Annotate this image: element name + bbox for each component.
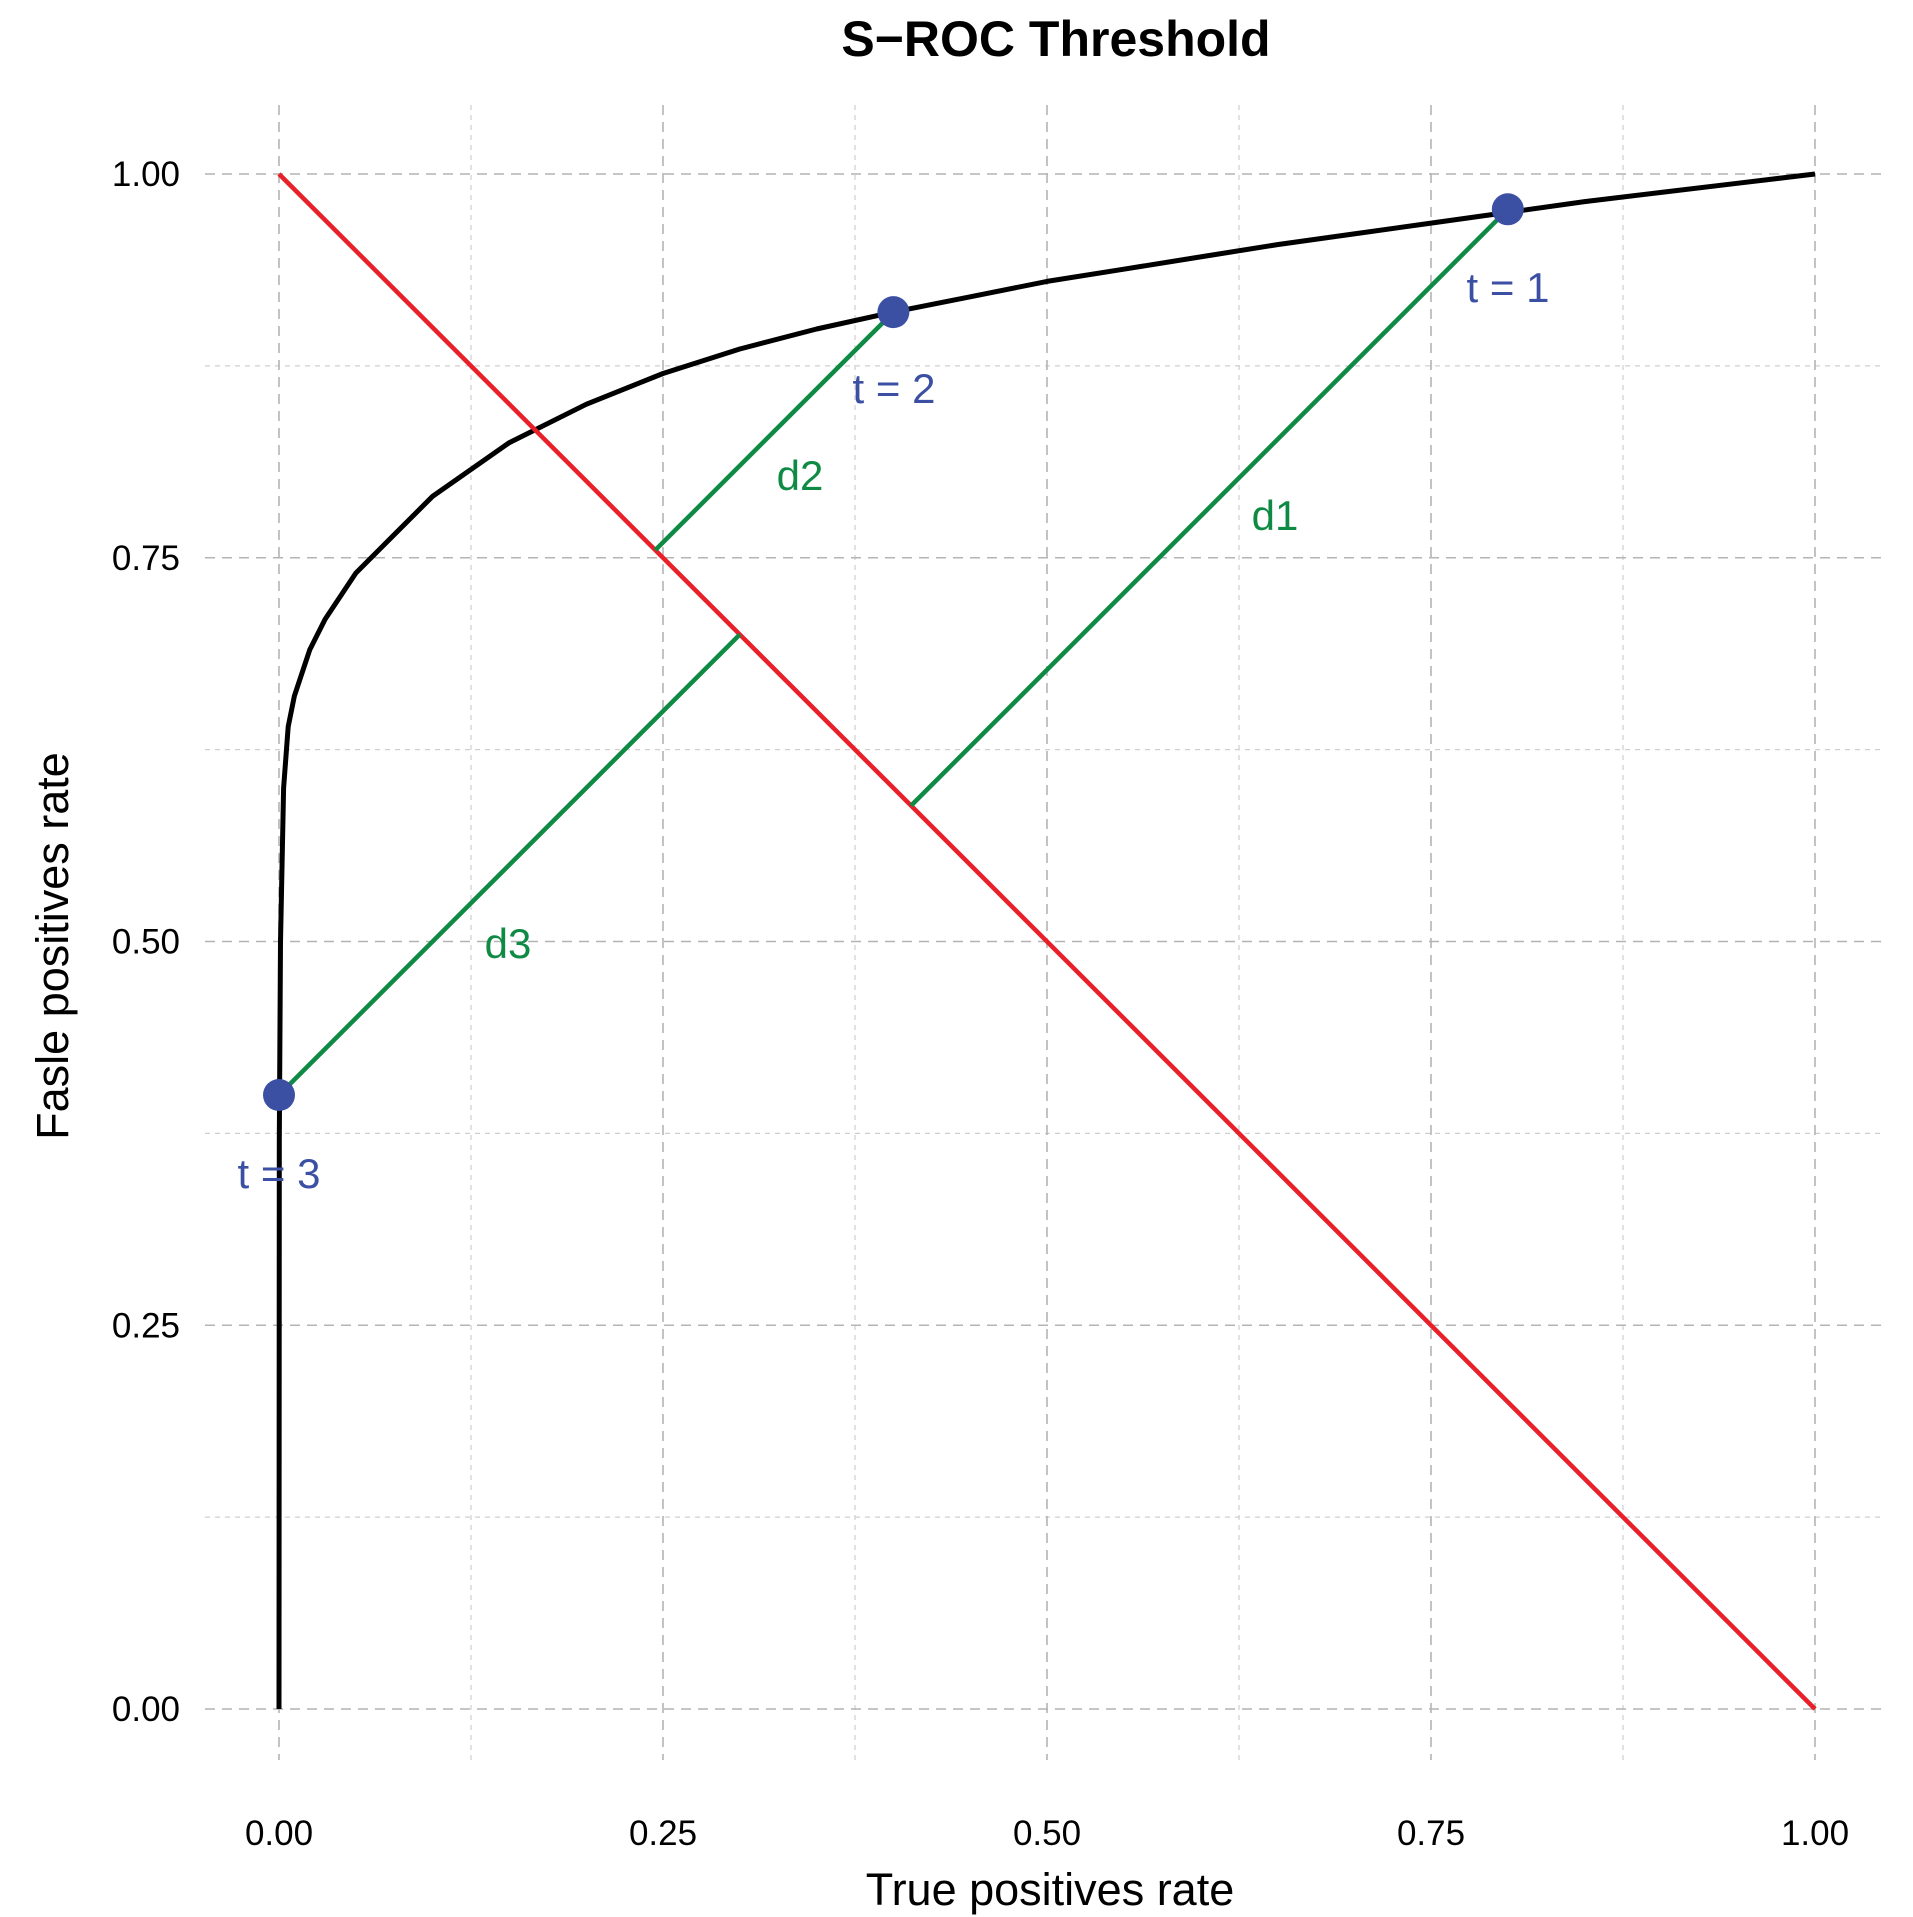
diagonal-line: [277, 172, 1817, 1711]
y-tick-label: 1.00: [112, 155, 180, 194]
x-tick-label: 0.00: [245, 1814, 313, 1853]
x-tick-label: 0.50: [1013, 1814, 1081, 1853]
tick-labels: 0.00 0.25 0.50 0.75 1.00 0.00 0.25 0.50 0.75 1.00: [112, 155, 1849, 1853]
threshold-point-label: t = 3: [238, 1150, 321, 1197]
threshold-point: [263, 1079, 295, 1111]
chart-title: S−ROC Threshold: [841, 11, 1270, 67]
distance-label-d3: d3: [485, 920, 532, 967]
x-tick-label: 0.75: [1397, 1814, 1465, 1853]
y-tick-label: 0.50: [112, 923, 180, 962]
threshold-point-label: t = 2: [853, 365, 936, 412]
x-axis-title: True positives rate: [866, 1864, 1234, 1915]
y-tick-label: 0.00: [112, 1690, 180, 1729]
roc-curve-line: [276, 171, 1816, 1710]
threshold-point: [877, 296, 910, 329]
distance-segment-d1: [909, 207, 1510, 808]
distance-segment-d3: [277, 632, 742, 1097]
threshold-point-label: t = 1: [1467, 264, 1550, 311]
distance-segment-d2: [653, 310, 895, 552]
x-tick-label: 0.25: [629, 1814, 697, 1853]
distance-label-d1: d1: [1252, 492, 1299, 539]
y-axis-title: Fasle positives rate: [27, 752, 78, 1140]
plot-labels: d1 d2 d3 t = 1 t = 2 t = 3: [238, 264, 1550, 1197]
y-tick-label: 0.75: [112, 539, 180, 578]
plot-marks: [263, 171, 1817, 1711]
distance-label-d2: d2: [777, 452, 824, 499]
threshold-point: [1491, 193, 1524, 226]
x-tick-label: 1.00: [1781, 1814, 1849, 1853]
y-tick-label: 0.25: [112, 1306, 180, 1345]
